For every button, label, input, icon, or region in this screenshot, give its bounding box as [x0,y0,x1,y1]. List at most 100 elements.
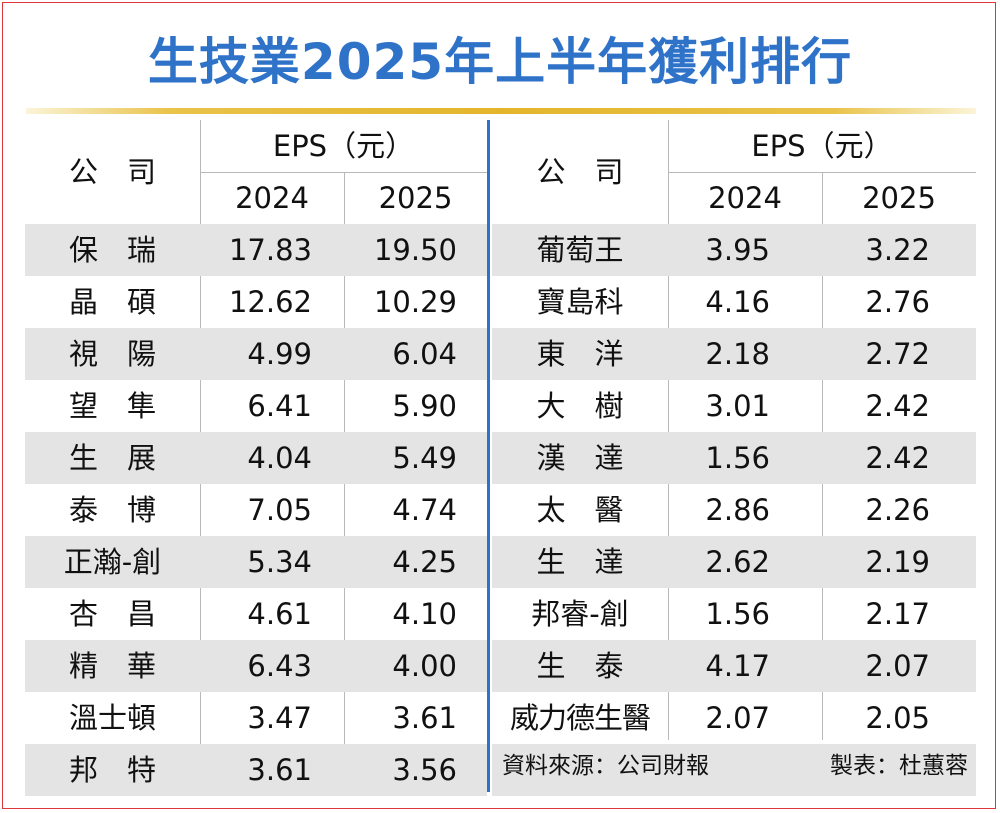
company-name: 威力德生醫 [509,701,651,735]
table-row: 邦 特 3.61 3.56 [25,744,487,796]
eps-2025-value: 4.25 [392,545,457,579]
eps-2024-value: 4.04 [247,441,312,475]
page-title: 生技業2025年上半年獲利排行 [147,33,853,91]
eps-2024-value: 2.07 [705,701,770,735]
year-2025-header: 2025 [862,181,936,215]
table-row: 溫士頓 3.47 3.61 [25,692,487,744]
eps-2024-value: 3.47 [247,701,312,735]
table-row: 威力德生醫 2.07 2.05 [492,692,976,744]
company-name: 精 華 [68,649,156,683]
source-note: 資料來源：公司財報 [502,753,709,779]
footer-row [492,744,976,796]
company-name: 視 陽 [68,337,156,371]
eps-2025-value: 2.05 [865,701,930,735]
company-name: 東 洋 [536,337,624,371]
company-name: 保 瑞 [68,233,156,267]
year-2024-header: 2024 [235,181,309,215]
company-header: 公 司 [68,155,156,189]
eps-2025-value: 2.07 [865,649,930,683]
eps-2025-value: 19.50 [373,233,457,267]
eps-2024-value: 4.17 [705,649,770,683]
table-row: 精 華 6.43 4.00 [25,640,487,692]
company-name: 生 泰 [536,649,624,683]
eps-2024-value: 2.62 [705,545,770,579]
eps-2025-value: 3.56 [392,753,457,787]
table-row: 生 展 4.04 5.49 [25,432,487,484]
table-row: 生 泰 4.17 2.07 [492,640,976,692]
table-row: 望 隼 6.41 5.90 [25,380,487,432]
center-divider [487,120,490,792]
eps-2024-value: 4.16 [705,285,770,319]
right-table: 公 司 EPS（元） 2024 2025 葡萄王 3.95 3.22 寶島科 4.16 2… [492,120,976,796]
eps-2024-value: 3.61 [247,753,312,787]
table-row: 太 醫 2.86 2.26 [492,484,976,536]
eps-2025-value: 3.22 [865,233,930,267]
maker-note: 製表：杜蕙蓉 [830,753,968,779]
eps-2024-value: 6.43 [247,649,312,683]
year-2025-header: 2025 [378,181,453,215]
table-row: 正瀚-創 5.34 4.25 [25,536,487,588]
eps-2025-value: 2.42 [865,389,930,423]
table-row: 大 樹 3.01 2.42 [492,380,976,432]
eps-2024-value: 3.01 [705,389,770,423]
eps-2025-value: 10.29 [373,285,457,319]
title-underline [26,108,976,114]
eps-2025-value: 2.42 [865,441,930,475]
eps-2024-value: 3.95 [705,233,770,267]
company-name: 邦 特 [68,753,156,787]
table-row: 葡萄王 3.95 3.22 [492,224,976,276]
table-row: 杏 昌 4.61 4.10 [25,588,487,640]
eps-2024-value: 4.99 [247,337,312,371]
eps-2025-value: 2.17 [865,597,930,631]
eps-2025-value: 2.72 [865,337,930,371]
company-name: 邦睿-創 [531,597,629,631]
table-row: 東 洋 2.18 2.72 [492,328,976,380]
company-name: 漢 達 [536,441,624,475]
eps-2025-value: 5.90 [392,389,457,423]
table-row: 視 陽 4.99 6.04 [25,328,487,380]
eps-2025-value: 4.74 [392,493,457,527]
company-name: 杏 昌 [68,597,156,631]
company-name: 太 醫 [536,493,624,527]
eps-2024-value: 5.34 [247,545,312,579]
eps-2024-value: 7.05 [247,493,312,527]
company-name: 泰 博 [68,493,156,527]
company-name: 寶島科 [536,285,624,319]
eps-2024-value: 4.61 [247,597,312,631]
col-divider [668,120,669,740]
company-name: 溫士頓 [68,701,156,735]
company-name: 晶 碩 [68,285,156,319]
eps-2024-value: 1.56 [705,441,770,475]
company-name: 大 樹 [536,389,624,423]
eps-header: EPS（元） [751,129,893,163]
eps-2025-value: 6.04 [392,337,457,371]
eps-2024-value: 6.41 [247,389,312,423]
year-2024-header: 2024 [708,181,782,215]
company-name: 正瀚-創 [63,545,162,579]
eps-2024-value: 1.56 [705,597,770,631]
table-row: 泰 博 7.05 4.74 [25,484,487,536]
eps-2025-value: 2.76 [865,285,930,319]
left-table: 公 司 EPS（元） 2024 2025 保 瑞 17.83 19.50 晶 碩 12.… [25,120,487,796]
company-name: 望 隼 [68,389,156,423]
table-row: 生 達 2.62 2.19 [492,536,976,588]
table-row: 漢 達 1.56 2.42 [492,432,976,484]
eps-2024-value: 17.83 [228,233,312,267]
eps-2024-value: 12.62 [228,285,312,319]
header-divider [668,172,976,173]
company-name: 生 展 [68,441,156,475]
eps-2024-value: 2.86 [705,493,770,527]
eps-2024-value: 2.18 [705,337,770,371]
table-row: 邦睿-創 1.56 2.17 [492,588,976,640]
company-header: 公 司 [536,155,624,189]
eps-2025-value: 2.26 [865,493,930,527]
eps-2025-value: 3.61 [392,701,457,735]
company-name: 生 達 [536,545,624,579]
eps-2025-value: 5.49 [392,441,457,475]
company-name: 葡萄王 [536,233,624,267]
eps-header: EPS（元） [272,129,415,163]
table-row: 保 瑞 17.83 19.50 [25,224,487,276]
table-row: 晶 碩 12.62 10.29 [25,276,487,328]
eps-2025-value: 4.10 [392,597,457,631]
